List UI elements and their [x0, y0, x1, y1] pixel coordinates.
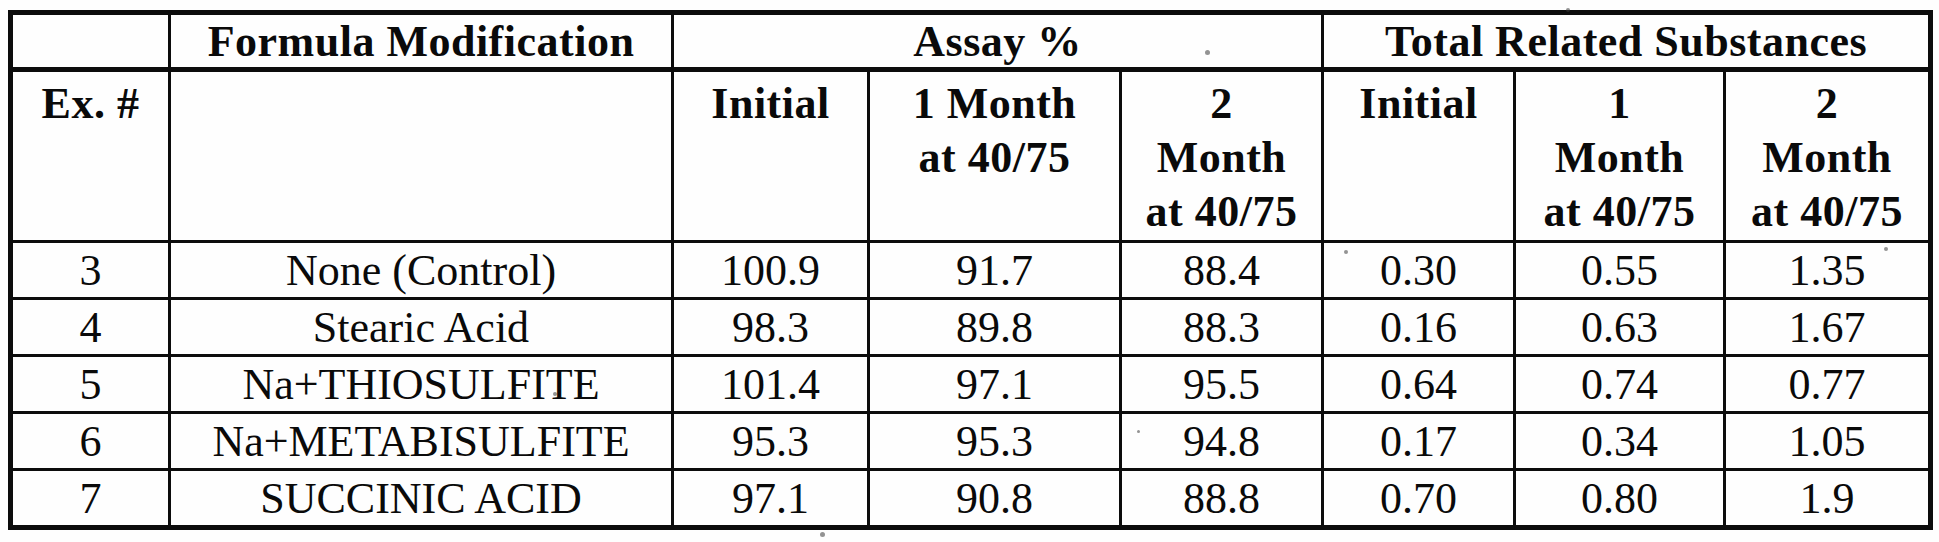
assay-initial-cell: 95.3: [673, 413, 869, 470]
assay-1month-cell: 90.8: [869, 470, 1121, 528]
ex-number-cell: 5: [11, 356, 170, 413]
stability-data-table: Formula Modification Assay % Total Relat…: [8, 10, 1933, 530]
ex-number-cell: 6: [11, 413, 170, 470]
ex-number-cell: 3: [11, 242, 170, 299]
assay-1month-cell: 97.1: [869, 356, 1121, 413]
trs-2month-cell: 1.67: [1725, 299, 1931, 356]
formula-modification-header: Formula Modification: [170, 13, 673, 70]
trs-initial-cell: 0.17: [1323, 413, 1515, 470]
trs-1month-header: 1 Month at 40/75: [1515, 70, 1725, 242]
assay-1month-header: 1 Month at 40/75: [869, 70, 1121, 242]
table-row-ex4: 4 Stearic Acid 98.3 89.8 88.3 0.16 0.63 …: [11, 299, 1931, 356]
scan-speckle: [820, 532, 825, 537]
trs-initial-cell: 0.70: [1323, 470, 1515, 528]
trs-2month-cell: 0.77: [1725, 356, 1931, 413]
assay-1month-cell: 95.3: [869, 413, 1121, 470]
formula-cell: Na+METABISULFITE: [170, 413, 673, 470]
formula-cell: SUCCINIC ACID: [170, 470, 673, 528]
assay-group-header: Assay %: [673, 13, 1323, 70]
assay-initial-cell: 98.3: [673, 299, 869, 356]
total-related-substances-group-header: Total Related Substances: [1323, 13, 1931, 70]
assay-initial-cell: 100.9: [673, 242, 869, 299]
trs-initial-cell: 0.16: [1323, 299, 1515, 356]
trs-initial-cell: 0.30: [1323, 242, 1515, 299]
ex-number-header: Ex. #: [11, 70, 170, 242]
assay-2month-cell: 94.8: [1121, 413, 1323, 470]
assay-1month-cell: 91.7: [869, 242, 1121, 299]
assay-2month-header: 2 Month at 40/75: [1121, 70, 1323, 242]
assay-initial-header: Initial: [673, 70, 869, 242]
formula-cell: Stearic Acid: [170, 299, 673, 356]
ex-number-cell: 7: [11, 470, 170, 528]
assay-2month-cell: 88.3: [1121, 299, 1323, 356]
group-header-row: Formula Modification Assay % Total Relat…: [11, 13, 1931, 70]
formula-blank-cell: [170, 70, 673, 242]
trs-1month-cell: 0.74: [1515, 356, 1725, 413]
formula-cell: None (Control): [170, 242, 673, 299]
trs-1month-cell: 0.63: [1515, 299, 1725, 356]
assay-2month-cell: 88.4: [1121, 242, 1323, 299]
trs-2month-header: 2 Month at 40/75: [1725, 70, 1931, 242]
table-row-ex3: 3 None (Control) 100.9 91.7 88.4 0.30 0.…: [11, 242, 1931, 299]
assay-1month-cell: 89.8: [869, 299, 1121, 356]
table-row-ex7: 7 SUCCINIC ACID 97.1 90.8 88.8 0.70 0.80…: [11, 470, 1931, 528]
scan-speckle: [553, 392, 557, 396]
scan-speckle: [1137, 430, 1140, 433]
trs-1month-cell: 0.80: [1515, 470, 1725, 528]
table-row-ex6: 6 Na+METABISULFITE 95.3 95.3 94.8 0.17 0…: [11, 413, 1931, 470]
trs-1month-cell: 0.55: [1515, 242, 1725, 299]
ex-number-cell: 4: [11, 299, 170, 356]
table-row-ex5: 5 Na+THIOSULFITE 101.4 97.1 95.5 0.64 0.…: [11, 356, 1931, 413]
sub-header-row: Ex. # Initial 1 Month at 40/75 2 Month a…: [11, 70, 1931, 242]
trs-initial-header: Initial: [1323, 70, 1515, 242]
scan-speckle: [1344, 250, 1348, 254]
trs-initial-cell: 0.64: [1323, 356, 1515, 413]
assay-initial-cell: 97.1: [673, 470, 869, 528]
trs-2month-cell: 1.9: [1725, 470, 1931, 528]
assay-2month-cell: 88.8: [1121, 470, 1323, 528]
formula-cell: Na+THIOSULFITE: [170, 356, 673, 413]
scan-speckle: [1205, 50, 1210, 55]
scan-speckle: [1566, 8, 1570, 12]
assay-2month-cell: 95.5: [1121, 356, 1323, 413]
scan-speckle: [1884, 247, 1888, 251]
trs-2month-cell: 1.05: [1725, 413, 1931, 470]
trs-1month-cell: 0.34: [1515, 413, 1725, 470]
assay-initial-cell: 101.4: [673, 356, 869, 413]
trs-2month-cell: 1.35: [1725, 242, 1931, 299]
scanned-document-page: Formula Modification Assay % Total Relat…: [0, 0, 1939, 542]
corner-blank-cell: [11, 13, 170, 70]
